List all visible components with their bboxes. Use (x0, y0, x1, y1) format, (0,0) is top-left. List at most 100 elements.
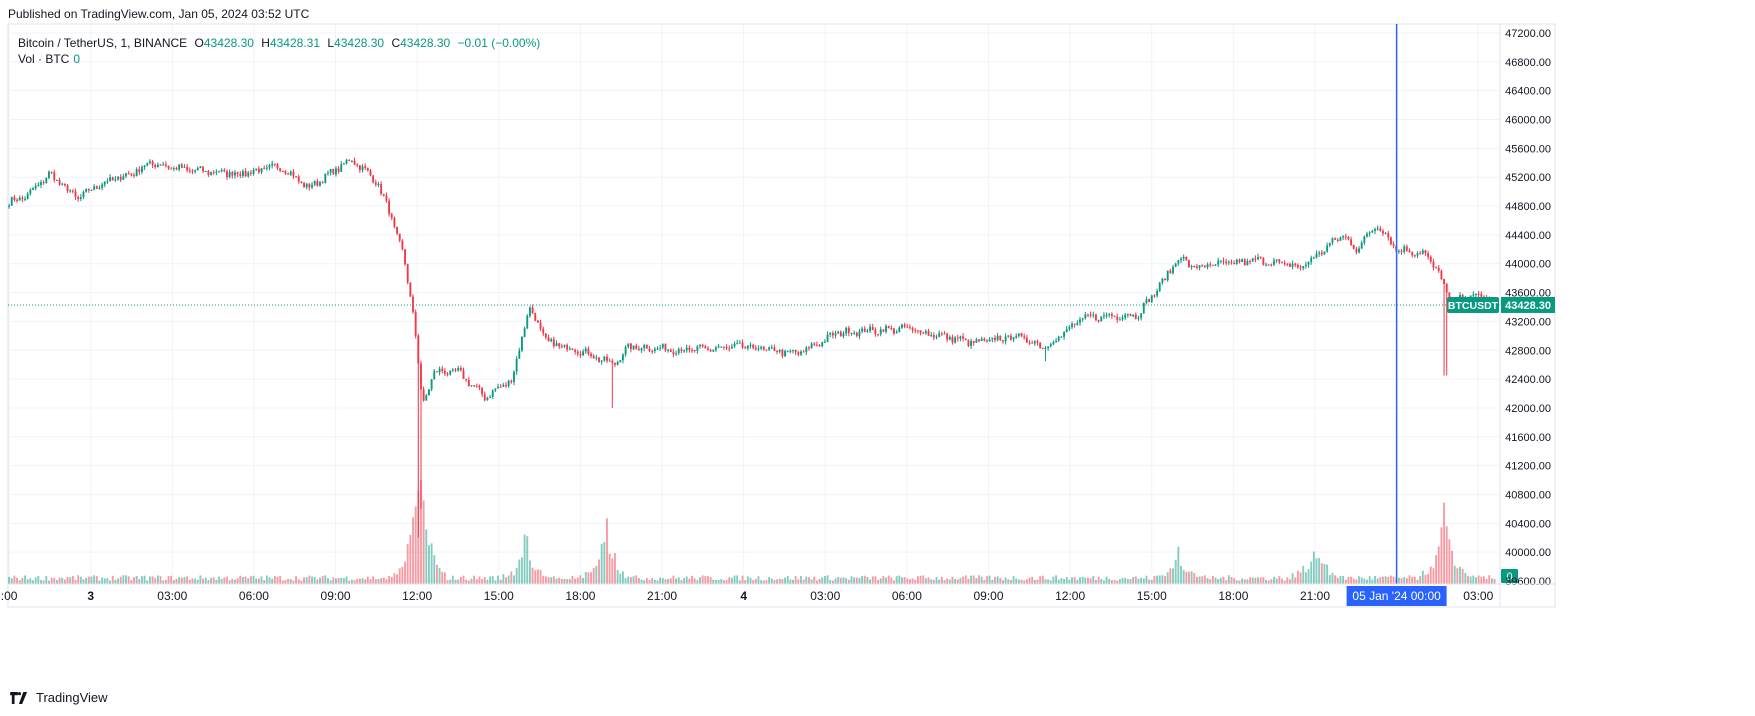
volume-bar (212, 577, 215, 584)
volume-bar (691, 575, 693, 584)
price-tick-label: 43200.00 (1505, 316, 1551, 328)
symbol-title[interactable]: Bitcoin / TetherUS, 1, BINANCE (18, 36, 188, 50)
volume-bar (808, 577, 810, 584)
volume-bar (1289, 579, 1291, 584)
time-tick-label: 06:00 (892, 589, 922, 603)
candle-body (396, 226, 398, 234)
candle-body (722, 346, 725, 348)
tradingview-logo-icon (10, 691, 28, 704)
volume-bar (1073, 577, 1076, 584)
volume-bar (50, 577, 53, 584)
volume-bar (119, 576, 122, 584)
candle-body (778, 349, 781, 352)
volume-bar (1180, 565, 1182, 584)
price-tick-label: 39600.00 (1505, 576, 1551, 588)
volume-bar (1310, 561, 1313, 584)
volume-bar (372, 576, 375, 584)
volume-bar (37, 575, 40, 584)
volume-bar (855, 577, 858, 584)
candle-body (924, 331, 927, 334)
candle-body (529, 307, 531, 316)
volume-bar (435, 564, 438, 584)
candle-body (653, 348, 656, 352)
candle-body (1336, 239, 1339, 241)
time-tick-label: :00 (1, 589, 18, 603)
candle-body (446, 373, 449, 375)
volume-bar (1281, 578, 1283, 584)
volume-bar (353, 580, 356, 584)
candle-body (420, 363, 422, 390)
volume-bar (1116, 580, 1119, 584)
volume-bar (101, 577, 104, 584)
volume-bar (829, 580, 832, 584)
candle-body (839, 331, 842, 337)
candle-body (1188, 260, 1190, 268)
candle-body (715, 347, 717, 350)
volume-bar (499, 579, 502, 584)
volume-bar (1472, 575, 1475, 584)
candle-body (1110, 314, 1113, 317)
candle-body (1100, 316, 1103, 322)
volume-bar (566, 579, 569, 584)
candle-body (164, 164, 167, 166)
volume-bar (582, 577, 585, 584)
candle-body (582, 351, 585, 356)
volume-bar (847, 579, 850, 584)
candle-body (1443, 279, 1445, 284)
candle-body (837, 331, 840, 334)
candle-body (1097, 320, 1100, 322)
candle-body (1217, 260, 1220, 265)
volume-bar (536, 569, 539, 584)
volume-bar (1031, 576, 1034, 584)
candle-body (332, 168, 335, 175)
volume-bar (151, 576, 154, 584)
volume-bar (1084, 577, 1087, 584)
volume-bar (1387, 576, 1390, 584)
candle-body (1339, 237, 1342, 241)
candle-body (916, 330, 919, 332)
candle-body (1087, 314, 1089, 316)
low-label: L (327, 36, 335, 50)
volume-bar (614, 553, 616, 584)
volume-bar (491, 576, 494, 584)
candle-body (699, 344, 701, 347)
candle-body (82, 191, 85, 198)
volume-bar (1052, 576, 1055, 584)
volume-bar (135, 575, 138, 584)
candle-body (159, 164, 162, 166)
candle-body (319, 182, 321, 186)
candle-body (746, 345, 749, 349)
candle-body (228, 171, 231, 178)
candle-body (1371, 230, 1374, 233)
candle-body (489, 396, 492, 398)
candle-body (249, 172, 252, 174)
candle-body (327, 172, 329, 174)
footer-brand[interactable]: TradingView (10, 690, 108, 705)
candle-body (143, 165, 146, 168)
volume-bar (255, 578, 258, 584)
time-tick-label: 03:00 (1463, 589, 1493, 603)
volume-bar (632, 576, 635, 584)
candle-body (940, 333, 943, 335)
candle-body (202, 166, 205, 172)
candle-body (287, 173, 290, 175)
candle-body (149, 161, 151, 164)
candle-body (1065, 329, 1068, 333)
candle-body (754, 347, 757, 350)
volume-bar (861, 575, 864, 584)
candle-body (1389, 237, 1392, 245)
candle-body (518, 350, 521, 359)
candle-body (1105, 315, 1108, 317)
volume-bar (1334, 575, 1337, 584)
volume-bar (699, 577, 701, 584)
volume-bar (651, 578, 654, 584)
candle-body (1278, 259, 1281, 263)
volume-bar (8, 576, 11, 584)
candle-body (1211, 264, 1214, 266)
volume-bar (1188, 571, 1190, 584)
volume-bar (1360, 577, 1363, 584)
volume-bar (1493, 578, 1496, 584)
volume-label[interactable]: Vol · BTC (18, 52, 70, 66)
volume-bar (220, 578, 223, 584)
